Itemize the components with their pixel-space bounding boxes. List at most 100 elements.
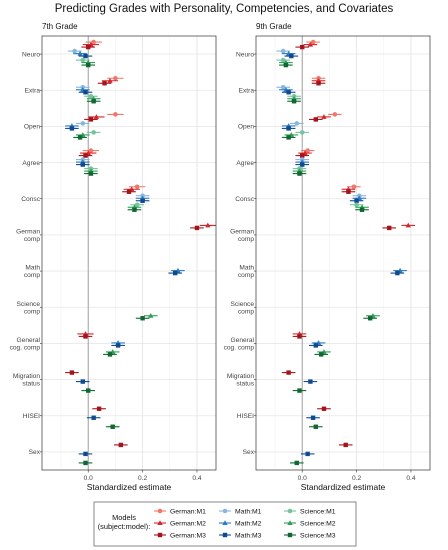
data-point: [140, 198, 145, 203]
data-point: [319, 352, 324, 357]
data-point: [313, 117, 319, 122]
data-point: [205, 222, 211, 228]
data-point: [80, 57, 86, 63]
legend: Models (subject:model): German:M1 German:M2…: [93, 501, 357, 547]
data-point: [310, 415, 316, 420]
data-point: [194, 225, 200, 231]
data-point: [69, 370, 75, 375]
legend-label: Science:M3: [300, 532, 336, 539]
data-point: [80, 162, 85, 167]
legend-label: Math:M1: [235, 508, 262, 515]
legend-entry: Science:M3: [284, 532, 336, 539]
data-point: [102, 81, 107, 86]
data-point: [313, 343, 319, 348]
data-point: [140, 316, 145, 321]
x-tick-label: 0.0: [298, 475, 307, 482]
data-point: [134, 202, 140, 208]
data-point: [289, 53, 294, 59]
data-point: [291, 99, 297, 104]
legend-entry: German:M3: [154, 532, 206, 539]
data-point: [83, 451, 88, 457]
data-point: [83, 153, 88, 158]
category-label: Consc: [21, 196, 40, 203]
data-point: [351, 184, 357, 190]
data-point: [86, 62, 91, 68]
data-point: [346, 189, 351, 194]
data-point: [77, 135, 83, 140]
x-tick-label: 0.0: [84, 475, 93, 482]
data-point: [305, 148, 310, 153]
data-point: [283, 62, 289, 68]
chart-title: Predicting Grades with Personality, Comp…: [55, 3, 394, 15]
panel-7th-grade: 7th Grade Neuro Extra Open Agree Consc German c…: [10, 22, 217, 492]
category-label: Sex: [29, 449, 41, 456]
data-point: [354, 202, 359, 208]
x-tick-label: 0.4: [192, 475, 201, 482]
data-point: [387, 225, 392, 231]
category-label: Extra: [25, 88, 41, 95]
x-tick-label: 0.4: [406, 475, 415, 482]
data-point: [83, 90, 88, 95]
category-label: General cog. comp: [10, 337, 41, 352]
data-point: [96, 406, 102, 411]
category-label: Agree: [236, 160, 254, 167]
legend-key-marker: [222, 532, 228, 538]
data-point: [86, 388, 91, 393]
panel-title: 9th Grade: [256, 22, 292, 31]
data-point: [91, 130, 96, 135]
x-tick-label: 0.2: [352, 475, 361, 482]
category-label: German comp: [230, 228, 254, 243]
data-point: [310, 39, 316, 45]
category-label: General cog. comp: [224, 337, 255, 352]
data-point: [367, 316, 373, 321]
panel-frame: [255, 35, 431, 471]
panels: 7th Grade Neuro Extra Open Agree Consc German c…: [10, 22, 431, 492]
data-point: [80, 379, 85, 384]
category-label: Sex: [243, 449, 255, 456]
legend-entry: German:M1: [154, 508, 206, 515]
legend-label: German:M3: [170, 532, 206, 539]
category-label: Open: [24, 124, 40, 131]
data-point: [280, 48, 286, 54]
x-axis-label: Standardized estimate: [87, 482, 172, 492]
data-point: [321, 406, 327, 411]
data-point: [299, 130, 305, 135]
legend-key-marker: [287, 532, 293, 538]
legend-entry: Science:M2: [284, 520, 336, 527]
legend-entry: German:M2: [154, 520, 206, 527]
data-point: [395, 270, 400, 276]
data-point: [72, 48, 77, 54]
data-point: [307, 41, 314, 47]
data-point: [148, 312, 154, 318]
legend-entry: Math:M1: [219, 508, 262, 515]
data-point: [88, 93, 94, 99]
category-label: Consc: [235, 196, 254, 203]
panel-9th-grade: 9th Grade Neuro Extra Open Agree Consc German c…: [224, 22, 431, 492]
data-point: [300, 162, 305, 167]
data-point: [88, 171, 94, 176]
data-point: [316, 81, 321, 86]
category-label: Math comp: [238, 265, 254, 280]
legend-entry: Science:M1: [284, 508, 336, 515]
legend-label: Math:M3: [235, 532, 262, 539]
data-point: [300, 153, 305, 158]
data-point: [297, 388, 302, 393]
data-point: [91, 39, 96, 45]
data-point: [91, 415, 96, 420]
data-point: [354, 198, 359, 203]
data-point: [77, 50, 83, 56]
x-axis-label: Standardized estimate: [301, 482, 386, 492]
legend-entry: Math:M3: [219, 532, 262, 539]
data-point: [118, 442, 124, 448]
data-point: [286, 126, 291, 131]
data-point: [297, 334, 302, 339]
legend-entry: Math:M2: [219, 520, 262, 527]
category-label: Math comp: [24, 265, 40, 280]
legend-key-marker: [157, 532, 163, 538]
data-point: [359, 207, 365, 212]
legend-label: German:M1: [170, 508, 206, 515]
data-point: [294, 121, 300, 126]
category-label: Neuro: [22, 51, 40, 58]
category-label: HISEI: [237, 413, 254, 420]
